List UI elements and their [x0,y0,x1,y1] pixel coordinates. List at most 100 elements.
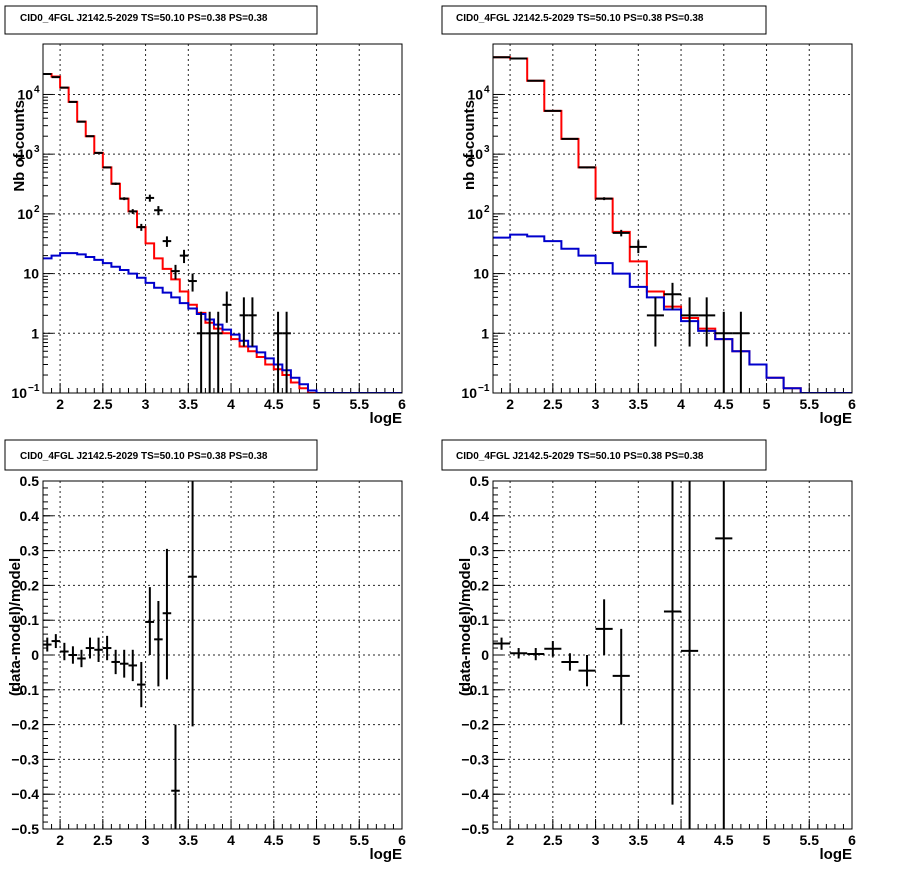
y-axis-title: nb of counts [461,100,478,190]
data-point [715,481,733,829]
x-tick-label: 4.5 [714,832,734,848]
data-point [595,599,613,655]
data-point [248,297,257,347]
x-tick-label: 2 [56,396,64,412]
data-point [145,587,155,655]
data-point [698,297,716,347]
x-axis-title: logE [820,846,853,863]
y-tick-label: 10 [467,206,483,222]
plot-frame [492,480,853,830]
data-point [544,641,562,657]
y-tick-exponent: 4 [484,84,490,95]
panel-bottom-left: 2 2.5 3 3.5 4 4.5 5 5.5 6 −0.5 −0.4 −0.3 −0.2 −0.1 0 0.… [4,439,406,863]
x-tick-label: 3 [142,832,150,848]
x-tick-label: 2.5 [543,396,563,412]
data-point [171,724,180,829]
x-tick-label: 2.5 [93,832,113,848]
data-point [213,311,223,393]
data-point [188,481,197,727]
plot-frame [42,480,403,830]
y-tick-exponent: 2 [34,204,40,215]
y-tick-label: 10 [467,146,483,162]
x-tick-label: 6 [398,832,406,848]
y-tick-label: 0.4 [470,508,490,524]
plot-frame [42,43,403,394]
data-point [239,297,249,347]
data-point [629,240,647,254]
x-tick-label: 3.5 [629,832,649,848]
x-tick-label: 4 [677,396,685,412]
data-point [681,481,699,829]
y-tick-label: 0.4 [20,508,40,524]
y-tick-label: 1 [31,325,39,341]
data-point [205,311,214,393]
data-point [715,311,733,393]
x-tick-label: 5.5 [350,396,370,412]
data-point [154,601,163,687]
y-tick-label: 10 [17,146,33,162]
data-point [681,297,699,347]
data-point [732,311,750,393]
data-point [102,166,112,169]
y-tick-exponent: −1 [478,383,490,394]
x-tick-label: 5.5 [800,832,820,848]
y-tick-label: −0.3 [461,751,489,767]
x-tick-label: 2 [506,832,514,848]
data-point [128,649,138,682]
y-tick-label: −0.1 [461,682,489,698]
y-tick-label: −0.2 [11,717,39,733]
data-point [179,249,189,264]
x-tick-label: 5 [763,832,771,848]
data-point [68,646,78,664]
y-tick-label: 0.5 [20,473,40,489]
x-tick-label: 2 [56,832,64,848]
x-tick-label: 5 [763,396,771,412]
x-axis-title: logE [370,846,403,863]
x-tick-label: 6 [398,396,406,412]
y-tick-label: −0.1 [11,682,39,698]
data-point [646,297,664,347]
panel-bottom-right: 2 2.5 3 3.5 4 4.5 5 5.5 6 −0.5 −0.4 −0.3 −0.2 −0.1 0 0.… [441,439,856,863]
x-tick-label: 5.5 [350,832,370,848]
data-point [128,209,138,214]
y-tick-label: 10 [473,266,489,282]
data-point [612,628,630,725]
data-point [222,291,232,323]
x-tick-label: 4.5 [714,396,734,412]
y-tick-label: 0.3 [20,543,40,559]
data-point [162,548,172,680]
chart-title: CID0_4FGL J2142.5-2029 TS=50.10 PS=0.38 … [456,451,704,462]
y-tick-label: 10 [467,86,483,102]
y-tick-label: −0.4 [461,786,489,802]
data-point [510,648,528,659]
data-point [68,100,78,103]
x-tick-label: 3 [592,396,600,412]
data-point [527,648,545,661]
data-point [595,197,613,201]
y-axis-title: Nb of counts [11,100,28,192]
model-histogram [493,56,852,393]
data-point [137,223,146,231]
y-tick-label: 10 [461,385,477,401]
model-histogram [43,252,402,393]
y-tick-label: 0.2 [20,577,40,593]
data-point [119,649,129,678]
plot-area [43,73,402,393]
data-point [145,194,155,202]
x-tick-label: 4 [227,396,235,412]
x-tick-label: 5 [313,832,321,848]
chart-title-box [4,439,318,471]
x-axis-title: logE [820,410,853,427]
y-tick-exponent: 3 [34,144,40,155]
data-point [561,653,579,671]
data-point [111,182,120,185]
x-tick-label: 3 [142,396,150,412]
x-tick-label: 3 [592,832,600,848]
data-point [94,151,103,154]
y-tick-label: 1 [481,325,489,341]
x-tick-label: 3.5 [179,832,199,848]
y-axis-title: (data-model)/model [457,558,474,696]
data-point [188,273,197,292]
